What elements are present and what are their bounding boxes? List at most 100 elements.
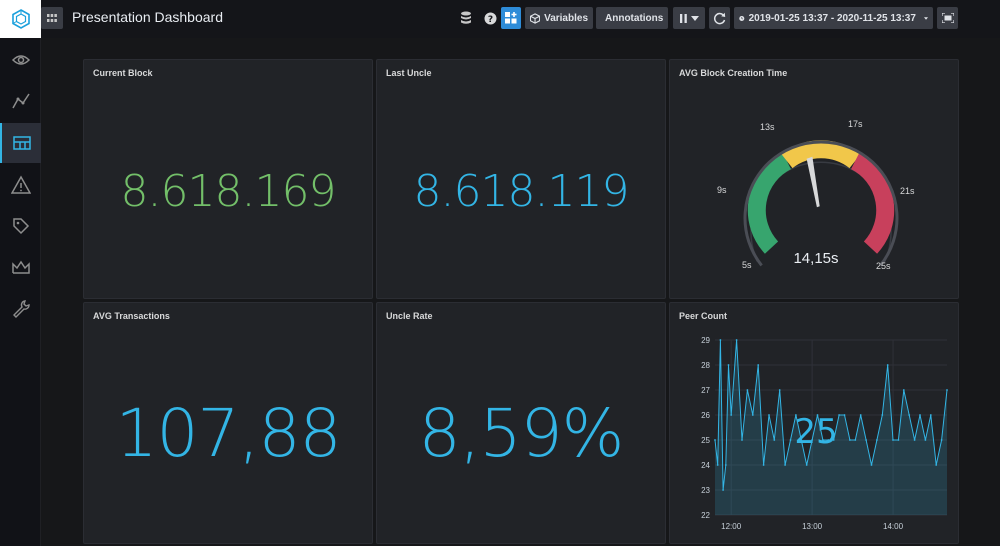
gauge-tick-label: 9s <box>717 185 727 195</box>
gauge-tick-label: 5s <box>742 260 752 270</box>
gauge-needle <box>806 156 820 208</box>
data-point <box>773 439 776 441</box>
panel-title[interactable]: Uncle Rate <box>386 311 433 321</box>
data-point <box>714 439 716 441</box>
gauge-tick-label: 13s <box>760 122 775 132</box>
chevron-down-icon <box>690 15 699 21</box>
data-point <box>762 464 765 466</box>
data-point <box>822 439 824 441</box>
y-tick-label: 27 <box>701 386 710 395</box>
sidebar-item-tags[interactable] <box>0 206 41 246</box>
data-point <box>919 414 921 416</box>
kiosk-mode-button[interactable] <box>937 7 958 29</box>
add-panel-button[interactable] <box>501 7 521 29</box>
series-points <box>714 339 948 491</box>
y-axis: 22 23 24 25 26 27 28 29 <box>701 336 710 520</box>
y-tick-label: 24 <box>701 461 710 470</box>
gauge-tick-label: 25s <box>876 261 891 271</box>
data-point <box>751 414 754 416</box>
gauge-tick-label: 21s <box>900 186 915 196</box>
data-point <box>924 439 927 441</box>
logo-icon <box>11 9 30 29</box>
time-range-picker[interactable]: 2019-01-25 13:37 - 2020-11-25 13:37 <box>734 7 933 29</box>
data-point <box>735 339 738 341</box>
variables-button[interactable]: Variables <box>525 7 593 29</box>
gauge: 5s 9s 13s 17s 21s 25s 14,15s <box>717 119 915 271</box>
data-point <box>778 389 781 391</box>
data-point <box>827 439 830 441</box>
data-point <box>741 439 743 441</box>
sparkline-stat-value: 25 <box>794 412 837 452</box>
logo[interactable] <box>0 0 41 38</box>
sidebar-item-config[interactable] <box>0 289 41 329</box>
datasource-button[interactable] <box>458 8 474 28</box>
crown-icon <box>11 260 30 274</box>
refresh-button[interactable] <box>709 7 730 29</box>
sidebar-item-admin[interactable] <box>0 248 41 288</box>
data-point <box>870 464 873 466</box>
gauge-tick-ring <box>743 140 899 267</box>
annotations-label: Annotations <box>605 12 664 24</box>
y-tick-label: 26 <box>701 411 710 420</box>
panel-peer-count[interactable]: Peer Count 22 23 24 25 26 27 28 29 12:00 13:00 14… <box>669 302 959 544</box>
chevron-down-icon <box>923 16 928 20</box>
panel-title[interactable]: Last Uncle <box>386 68 432 78</box>
panel-avg-block-creation-time[interactable]: AVG Block Creation Time 5s 9s 13s 17s 21… <box>669 59 959 299</box>
panel-title[interactable]: AVG Block Creation Time <box>679 68 788 78</box>
y-tick-label: 22 <box>701 511 710 520</box>
panel-avg-transactions[interactable]: AVG Transactions 107,88 <box>83 302 373 544</box>
data-point <box>881 414 884 416</box>
help-button[interactable]: ? <box>482 8 498 28</box>
data-point <box>854 439 857 441</box>
pause-icon <box>679 13 687 23</box>
data-point <box>886 364 889 366</box>
gauge-band-yellow <box>781 140 861 169</box>
variables-label: Variables <box>544 12 588 24</box>
y-tick-label: 28 <box>701 361 710 370</box>
stat-value: 107,88 <box>115 395 342 472</box>
sidebar-item-alerts[interactable] <box>0 165 41 205</box>
refresh-picker-button[interactable] <box>673 7 705 29</box>
data-point <box>716 464 719 466</box>
data-point <box>795 414 797 416</box>
panel-last-uncle[interactable]: Last Uncle 8.618.119 <box>376 59 666 299</box>
stat-value: 8.618.119 <box>413 166 630 217</box>
data-point <box>940 439 943 441</box>
panel-title[interactable]: Peer Count <box>679 311 728 321</box>
data-point <box>727 364 730 366</box>
data-point <box>789 439 792 441</box>
stat-value: 8,59% <box>418 395 625 472</box>
sidebar-item-graph[interactable] <box>0 81 41 121</box>
data-point <box>897 439 900 441</box>
y-tick-label: 25 <box>701 436 710 445</box>
data-point <box>757 364 760 366</box>
gauge-band-green <box>747 153 792 254</box>
x-axis: 12:00 13:00 14:00 <box>721 522 903 531</box>
help-icon: ? <box>484 12 496 25</box>
panel-uncle-rate[interactable]: Uncle Rate 8,59% <box>376 302 666 544</box>
dashboard-list-button[interactable] <box>41 7 63 29</box>
panel-title[interactable]: Current Block <box>93 68 153 78</box>
data-point <box>929 414 932 416</box>
data-point <box>730 414 733 416</box>
tags-icon <box>12 218 29 235</box>
page-title[interactable]: Presentation Dashboard <box>72 9 223 25</box>
gauge-value: 14,15s <box>793 250 838 267</box>
panel-current-block[interactable]: Current Block 8.618.169 <box>83 59 373 299</box>
database-icon <box>461 11 471 24</box>
sidebar-item-dashboards[interactable] <box>0 123 41 163</box>
x-tick-label: 13:00 <box>802 522 823 531</box>
svg-text:?: ? <box>487 15 492 25</box>
data-point <box>811 439 813 441</box>
y-tick-label: 29 <box>701 336 710 345</box>
data-point <box>946 389 948 391</box>
annotations-button[interactable]: Annotations <box>596 7 668 29</box>
sidebar-item-eye[interactable] <box>0 40 41 80</box>
panel-title[interactable]: AVG Transactions <box>93 311 170 321</box>
add-panel-icon <box>505 12 517 24</box>
sidebar <box>0 0 41 546</box>
data-point <box>935 464 938 466</box>
eye-icon <box>11 55 30 65</box>
graph-icon <box>11 93 30 109</box>
